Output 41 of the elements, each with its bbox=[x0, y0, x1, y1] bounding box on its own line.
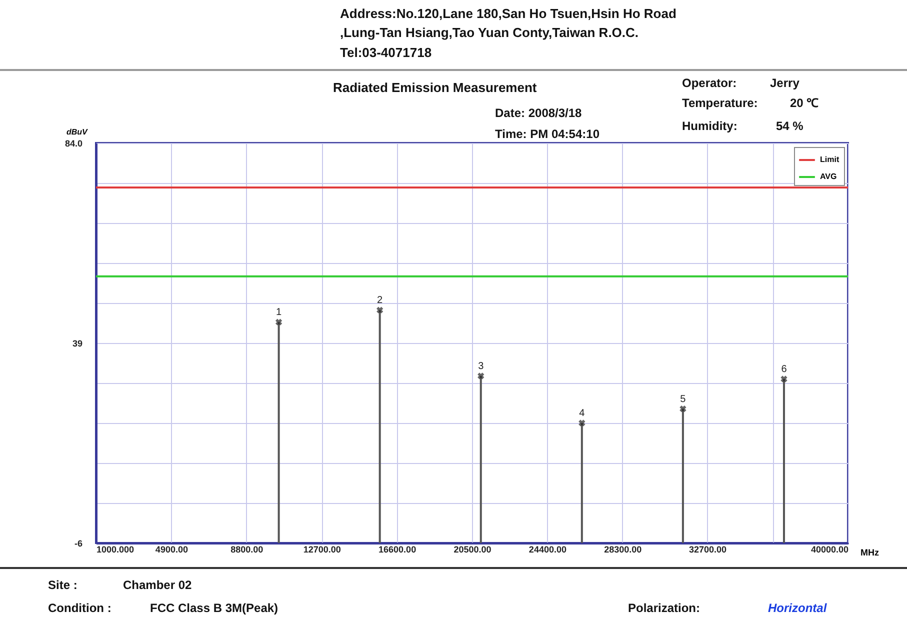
legend-label: Limit bbox=[820, 155, 840, 164]
annotation: 5 bbox=[680, 394, 686, 405]
text: Time: PM 04:54:10 bbox=[495, 127, 600, 141]
legend-label: AVG bbox=[820, 172, 837, 181]
y-tick-label: 84.0 bbox=[64, 138, 82, 148]
x-tick-label: 16600.00 bbox=[378, 544, 416, 554]
text: Address:No.120,Lane 180,San Ho Tsuen,Hsin Ho Road bbox=[340, 6, 676, 21]
y-axis-title: dBuV bbox=[66, 128, 88, 136]
annotation: 6 bbox=[781, 364, 788, 375]
x-tick-label: 8800.00 bbox=[230, 544, 264, 554]
text: Chamber 02 bbox=[123, 578, 192, 592]
text: Operator: bbox=[682, 76, 737, 90]
y-tick-label: 39 bbox=[72, 338, 82, 348]
text: Date: 2008/3/18 bbox=[495, 106, 582, 120]
text: Horizontal bbox=[768, 601, 828, 615]
chart-title: Radiated Emission Measurement bbox=[333, 80, 538, 95]
x-tick-label: 12700.00 bbox=[303, 544, 341, 554]
x-tick-label: 1000.000 bbox=[96, 544, 134, 554]
text: ,Lung-Tan Hsiang,Tao Yuan Conty,Taiwan R.O.C. bbox=[340, 25, 639, 40]
text: Temperature: bbox=[682, 96, 758, 110]
x-tick-label: 28300.00 bbox=[604, 544, 642, 554]
x-tick-label: 4900.00 bbox=[155, 544, 188, 554]
text: Jerry bbox=[770, 76, 800, 90]
text: Polarization: bbox=[628, 601, 700, 615]
x-tick-label: 24400.00 bbox=[528, 544, 566, 554]
text: FCC Class B 3M(Peak) bbox=[150, 601, 278, 615]
text: 20 ℃ bbox=[790, 96, 819, 110]
annotation: 1 bbox=[276, 307, 282, 318]
text: Tel:03-4071718 bbox=[340, 45, 432, 60]
text: Humidity: bbox=[682, 119, 738, 133]
annotation: 2 bbox=[377, 295, 384, 306]
annotation: 4 bbox=[579, 408, 586, 419]
x-axis-title: MHz bbox=[860, 548, 880, 558]
x-tick-label: 32700.00 bbox=[688, 544, 727, 554]
text: Site : bbox=[48, 578, 78, 592]
annotation: 3 bbox=[478, 360, 484, 372]
x-tick-label: 40000.00 bbox=[810, 544, 848, 554]
y-tick-label: -6 bbox=[74, 538, 82, 548]
x-tick-label: 20500.00 bbox=[454, 544, 492, 554]
text: Condition : bbox=[48, 601, 112, 615]
text: 54 % bbox=[776, 119, 804, 133]
